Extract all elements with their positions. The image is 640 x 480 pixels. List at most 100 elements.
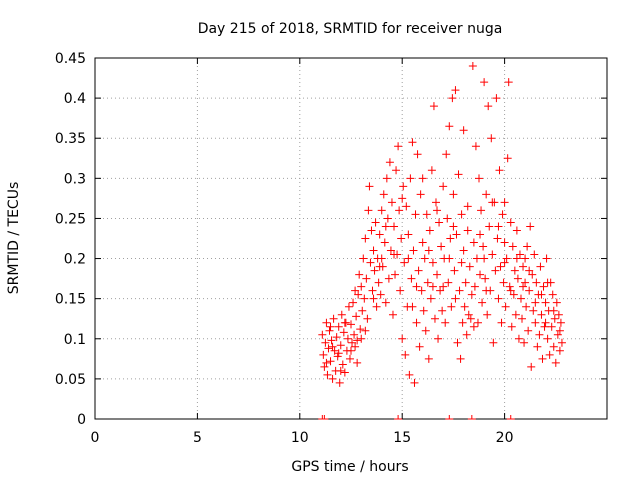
- data-point: [433, 270, 442, 279]
- data-point: [473, 318, 482, 327]
- data-point: [434, 334, 443, 343]
- data-point: [423, 278, 432, 287]
- data-point: [469, 238, 478, 247]
- data-point: [329, 314, 338, 323]
- data-point: [551, 358, 560, 367]
- data-point: [541, 298, 550, 307]
- data-point: [408, 138, 417, 147]
- data-point: [450, 266, 459, 275]
- data-point: [328, 374, 337, 383]
- data-point: [368, 286, 377, 295]
- data-point: [476, 270, 485, 279]
- data-point: [321, 338, 330, 347]
- data-point: [418, 174, 427, 183]
- data-point-zero: [320, 415, 329, 420]
- data-point: [475, 174, 483, 183]
- data-point: [471, 142, 480, 151]
- data-point: [414, 266, 423, 275]
- data-point: [535, 330, 544, 339]
- y-tick-label: 0.4: [64, 91, 86, 107]
- data-point: [336, 366, 345, 375]
- data-point: [521, 254, 530, 263]
- data-point: [343, 334, 352, 343]
- data-point: [384, 274, 393, 283]
- data-point: [556, 318, 565, 327]
- data-point: [449, 222, 458, 231]
- data-point: [538, 354, 547, 363]
- data-point: [514, 334, 523, 343]
- data-point: [508, 242, 517, 251]
- data-point: [549, 306, 558, 315]
- data-point: [398, 334, 407, 343]
- data-point: [382, 174, 391, 183]
- data-point: [347, 346, 355, 355]
- data-point: [555, 346, 564, 355]
- data-point: [494, 294, 503, 303]
- data-point: [353, 336, 362, 345]
- data-point: [488, 198, 497, 207]
- data-point: [497, 318, 506, 327]
- data-point: [451, 294, 460, 303]
- data-point: [554, 310, 563, 319]
- data-point: [545, 350, 554, 359]
- data-point: [322, 318, 331, 327]
- y-axis-label: SRMTID / TECUs: [6, 182, 22, 295]
- data-point: [445, 254, 454, 263]
- data-point: [500, 258, 509, 267]
- data-point: [362, 274, 371, 283]
- data-point: [390, 222, 399, 231]
- data-point: [366, 258, 375, 267]
- y-tick-label: 0.25: [55, 211, 86, 227]
- data-point: [374, 278, 383, 287]
- data-point: [482, 190, 491, 199]
- data-point: [388, 310, 397, 319]
- data-point: [446, 234, 455, 243]
- data-point-zero: [394, 415, 403, 420]
- data-point: [345, 354, 354, 363]
- data-point: [549, 342, 558, 351]
- x-tick-label: 15: [393, 430, 411, 446]
- data-point: [500, 198, 509, 207]
- data-point: [522, 302, 531, 311]
- data-point: [355, 270, 364, 279]
- data-point: [536, 262, 545, 271]
- data-point: [322, 358, 331, 367]
- data-point: [375, 230, 384, 239]
- data-point: [455, 286, 464, 295]
- data-point: [478, 298, 487, 307]
- data-point: [381, 298, 390, 307]
- data-point: [453, 338, 462, 347]
- y-tick-label: 0.35: [55, 131, 86, 147]
- data-point: [351, 342, 360, 351]
- data-point: [445, 122, 454, 131]
- data-point: [530, 250, 539, 259]
- data-point: [492, 94, 501, 103]
- data-point: [375, 262, 384, 271]
- data-point: [396, 286, 405, 295]
- data-point: [512, 226, 521, 235]
- y-tick-label: 0.45: [55, 51, 86, 67]
- data-point: [409, 246, 418, 255]
- data-point: [460, 302, 469, 311]
- data-point: [425, 226, 434, 235]
- data-point: [516, 294, 525, 303]
- data-point: [529, 306, 538, 315]
- data-point: [495, 166, 504, 175]
- data-point: [468, 62, 477, 71]
- data-point: [418, 238, 427, 247]
- data-point: [399, 182, 408, 191]
- data-point: [408, 302, 417, 311]
- data-point: [506, 286, 515, 295]
- data-point: [344, 302, 353, 311]
- data-point: [371, 218, 380, 227]
- data-point: [439, 282, 448, 291]
- data-point: [541, 318, 550, 327]
- data-point: [532, 278, 541, 287]
- data-point: [370, 266, 379, 275]
- data-point: [531, 318, 540, 327]
- data-point: [419, 306, 428, 315]
- data-point: [543, 278, 552, 287]
- data-point: [499, 278, 508, 287]
- data-point: [479, 242, 488, 251]
